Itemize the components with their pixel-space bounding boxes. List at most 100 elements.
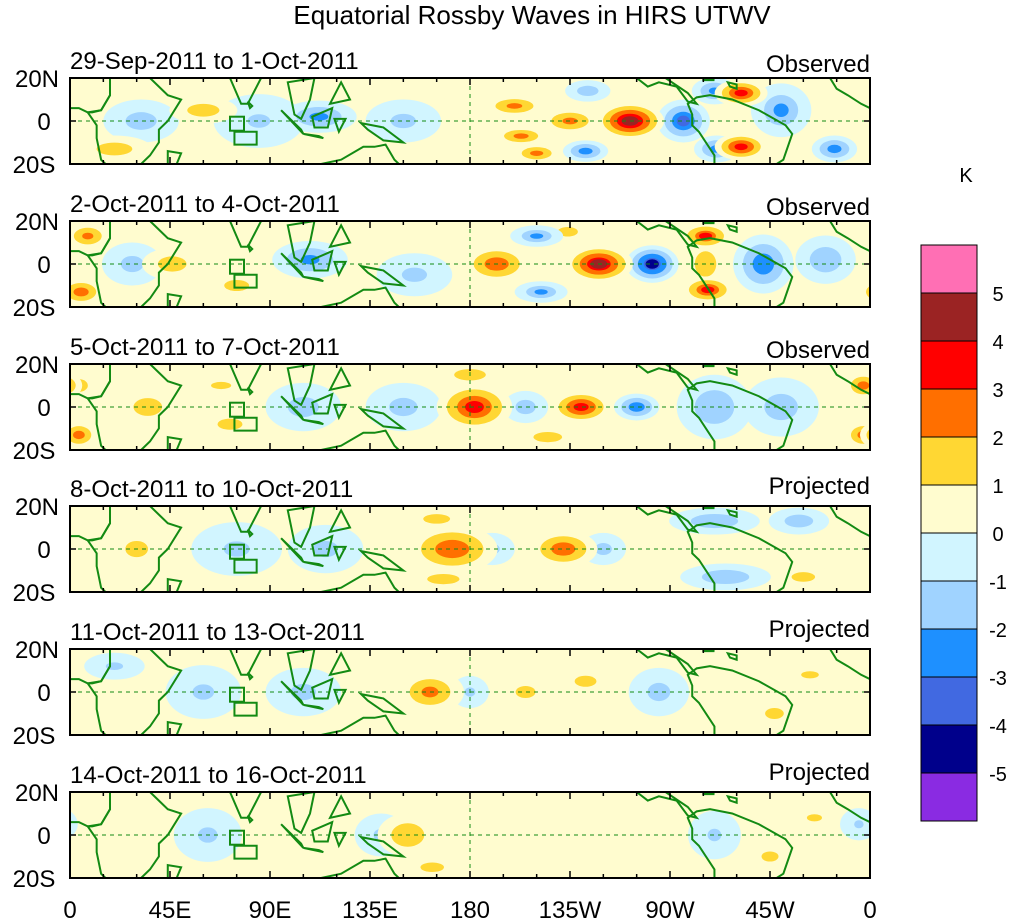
heatmap-contour xyxy=(645,259,659,269)
colorbar-swatch xyxy=(920,292,978,342)
heatmap-contour xyxy=(676,115,690,127)
coastline xyxy=(357,407,407,430)
heatmap-contour xyxy=(534,289,548,295)
panel-status: Projected xyxy=(769,616,870,643)
heatmap-contour xyxy=(427,574,460,585)
colorbar-label: 0 xyxy=(992,524,1003,546)
map-overlay xyxy=(70,221,870,307)
heatmap-contour xyxy=(573,402,589,412)
coastline xyxy=(86,792,183,878)
heatmap-contour xyxy=(694,390,735,424)
coastline xyxy=(303,132,324,140)
colorbar-swatch xyxy=(920,532,978,582)
heatmap-contour xyxy=(389,397,418,417)
coastline xyxy=(86,649,183,735)
colorbar-swatch xyxy=(920,436,978,486)
y-tick-label: 20S xyxy=(13,723,56,750)
heatmap-contour xyxy=(857,381,870,390)
y-tick-label: 20N xyxy=(15,494,59,521)
coastline xyxy=(725,508,738,519)
y-tick-label: 20N xyxy=(15,780,59,807)
panel: 14-Oct-2011 to 16-Oct-2011 Projected 20N… xyxy=(13,759,871,893)
coastline xyxy=(246,814,254,824)
y-tick-label: 20N xyxy=(15,209,59,236)
coastline xyxy=(607,649,700,677)
panel-date-range: 5-Oct-2011 to 7-Oct-2011 xyxy=(70,334,340,361)
coastline xyxy=(229,829,245,846)
heatmap-contour xyxy=(217,418,243,430)
heatmap-contour xyxy=(773,103,789,117)
coastline xyxy=(725,794,738,805)
coastline xyxy=(725,651,738,662)
coastline xyxy=(233,844,258,860)
heatmap-contour xyxy=(192,684,215,700)
heatmap-contour xyxy=(420,862,444,873)
heatmap-contour xyxy=(96,142,133,156)
coastline xyxy=(311,249,334,272)
heatmap-contour xyxy=(594,542,612,556)
colorbar-label: 5 xyxy=(992,284,1003,306)
coastline xyxy=(828,792,870,824)
heatmap-contour xyxy=(784,514,814,528)
coastline xyxy=(725,366,738,377)
panel-date-range: 8-Oct-2011 to 10-Oct-2011 xyxy=(70,476,353,503)
coastline xyxy=(328,794,352,820)
panel-status: Observed xyxy=(766,194,870,221)
coastline xyxy=(333,260,348,278)
y-tick-label: 20S xyxy=(13,152,56,179)
heatmap-contour xyxy=(187,103,220,117)
coastline xyxy=(607,78,700,106)
heatmap-contour xyxy=(869,384,870,387)
heatmap-contour xyxy=(578,147,593,155)
coastline xyxy=(357,121,407,144)
panel-status: Observed xyxy=(766,51,870,78)
heatmap-contour xyxy=(312,540,339,558)
colorbar: K 5 4 3 2 1 0 -1 -2 -3 -4 -5 xyxy=(920,165,1007,822)
coastline xyxy=(686,94,794,164)
heatmap-contour xyxy=(223,541,250,557)
heatmap-contour xyxy=(707,828,722,842)
heatmap-contour xyxy=(734,89,748,97)
heatmap-contour xyxy=(465,400,484,414)
coastline xyxy=(303,560,324,568)
map-overlay xyxy=(70,792,870,878)
heatmap-contour xyxy=(309,112,329,121)
colorbar-swatch xyxy=(920,340,978,390)
coastline xyxy=(357,549,407,572)
heatmap-contour xyxy=(515,685,536,699)
coastline xyxy=(166,149,183,164)
coastline xyxy=(246,100,254,110)
heatmap-contour xyxy=(401,267,428,282)
coastline xyxy=(311,106,334,129)
heatmap-contour xyxy=(874,287,889,296)
heatmap-contour xyxy=(300,254,320,265)
panel: 2-Oct-2011 to 4-Oct-2011 Observed 20N 0 … xyxy=(13,191,889,322)
coastline xyxy=(828,506,870,538)
coastline xyxy=(233,701,258,717)
coastline xyxy=(328,80,352,106)
y-tick-label: 20S xyxy=(13,438,56,465)
coastline xyxy=(828,221,870,253)
heatmap-contour xyxy=(865,227,870,245)
coastline xyxy=(229,115,245,132)
coastline xyxy=(246,671,254,681)
colorbar-label: -4 xyxy=(989,716,1007,738)
heatmap-contour xyxy=(530,150,544,156)
coastline xyxy=(686,665,794,735)
heatmap-contour xyxy=(858,280,870,304)
colorbar-label: 2 xyxy=(992,428,1003,450)
heatmap-contour xyxy=(73,430,85,440)
coastline xyxy=(357,835,407,858)
colorbar-label: -2 xyxy=(989,620,1007,642)
colorbar-swatch xyxy=(920,676,978,726)
heatmap-contour xyxy=(82,232,94,240)
heatmap-contour xyxy=(224,279,250,292)
colorbar-unit: K xyxy=(959,165,973,187)
map-overlay xyxy=(70,78,870,164)
x-tick-label: 90E xyxy=(249,897,292,924)
coastline xyxy=(303,846,324,854)
heatmap-contour xyxy=(120,255,144,273)
coastline xyxy=(333,117,348,135)
coastline xyxy=(686,237,794,307)
coastline xyxy=(86,364,183,450)
